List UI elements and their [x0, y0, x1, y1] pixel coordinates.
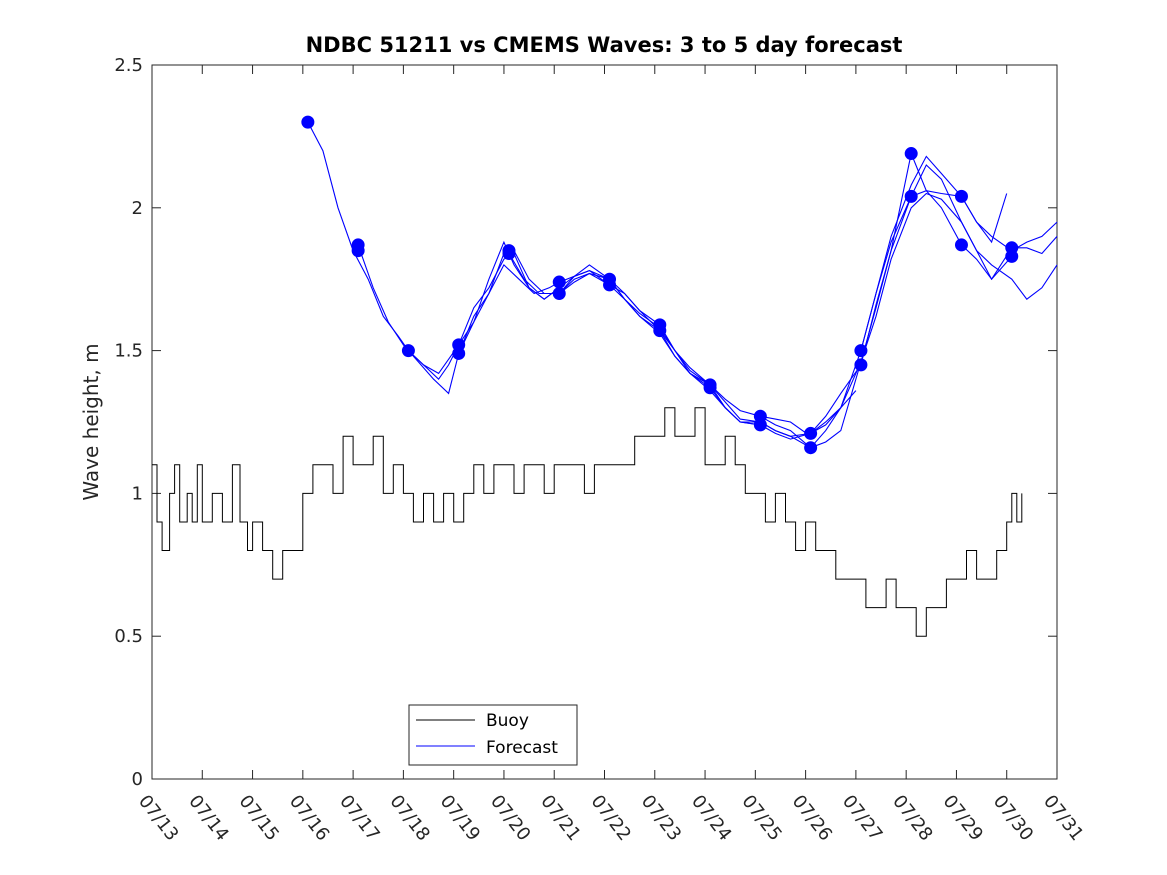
forecast-line — [910, 164, 1058, 300]
forecast-marker — [502, 246, 516, 260]
forecast-marker — [452, 346, 466, 360]
forecast-marker — [954, 189, 968, 203]
y-tick-label: 2 — [132, 198, 143, 219]
forecast-marker — [301, 115, 315, 129]
forecast-marker — [904, 147, 918, 161]
y-axis: 0 0.5 1 1.5 2 2.5 — [114, 55, 1057, 790]
forecast-marker — [854, 344, 868, 358]
chart-title: NDBC 51211 vs CMEMS Waves: 3 to 5 day fo… — [306, 33, 903, 57]
forecast-marker — [854, 358, 868, 372]
forecast-marker — [603, 278, 617, 292]
forecast-marker — [954, 238, 968, 252]
forecast-marker — [804, 426, 818, 440]
forecast-marker — [653, 324, 667, 338]
forecast-marker — [552, 275, 566, 289]
forecast-marker — [804, 441, 818, 455]
y-tick-label: 0 — [132, 769, 143, 790]
legend: Buoy Forecast — [408, 704, 578, 766]
forecast-marker — [904, 189, 918, 203]
forecast-marker — [1005, 249, 1019, 263]
forecast-line — [810, 151, 1058, 434]
forecast-line — [508, 253, 761, 426]
y-tick-label: 2.5 — [114, 55, 143, 76]
y-tick-label: 0.5 — [114, 626, 143, 647]
series-layer — [152, 115, 1058, 637]
forecast-marker — [703, 381, 717, 395]
legend-buoy-label: Buoy — [486, 711, 529, 731]
forecast-marker — [401, 344, 415, 358]
plot-area — [151, 64, 1058, 780]
y-tick-label: 1.5 — [114, 341, 143, 362]
forecast-marker — [351, 244, 365, 258]
forecast-line — [709, 190, 962, 440]
legend-box — [408, 704, 578, 766]
y-axis-label: Wave height, m — [79, 343, 103, 500]
forecast-marker — [753, 418, 767, 432]
legend-forecast-label: Forecast — [486, 738, 558, 758]
forecast-line — [961, 193, 1008, 244]
forecast-marker — [552, 286, 566, 300]
buoy-line — [152, 407, 1023, 637]
y-tick-label: 1 — [132, 483, 143, 504]
forecast-line — [558, 270, 811, 437]
